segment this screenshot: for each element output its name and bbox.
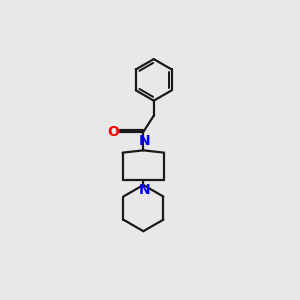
Text: O: O (107, 125, 119, 139)
Text: N: N (139, 134, 150, 148)
Text: N: N (139, 183, 150, 197)
